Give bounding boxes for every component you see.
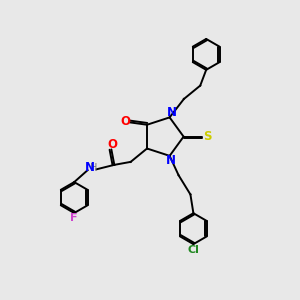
Text: N: N: [166, 154, 176, 167]
Text: N: N: [167, 106, 176, 119]
Text: F: F: [70, 213, 78, 224]
Text: O: O: [107, 138, 117, 151]
Text: O: O: [120, 115, 130, 128]
Text: H: H: [90, 163, 98, 173]
Text: N: N: [85, 161, 95, 174]
Text: S: S: [203, 130, 211, 143]
Text: Cl: Cl: [188, 245, 199, 255]
